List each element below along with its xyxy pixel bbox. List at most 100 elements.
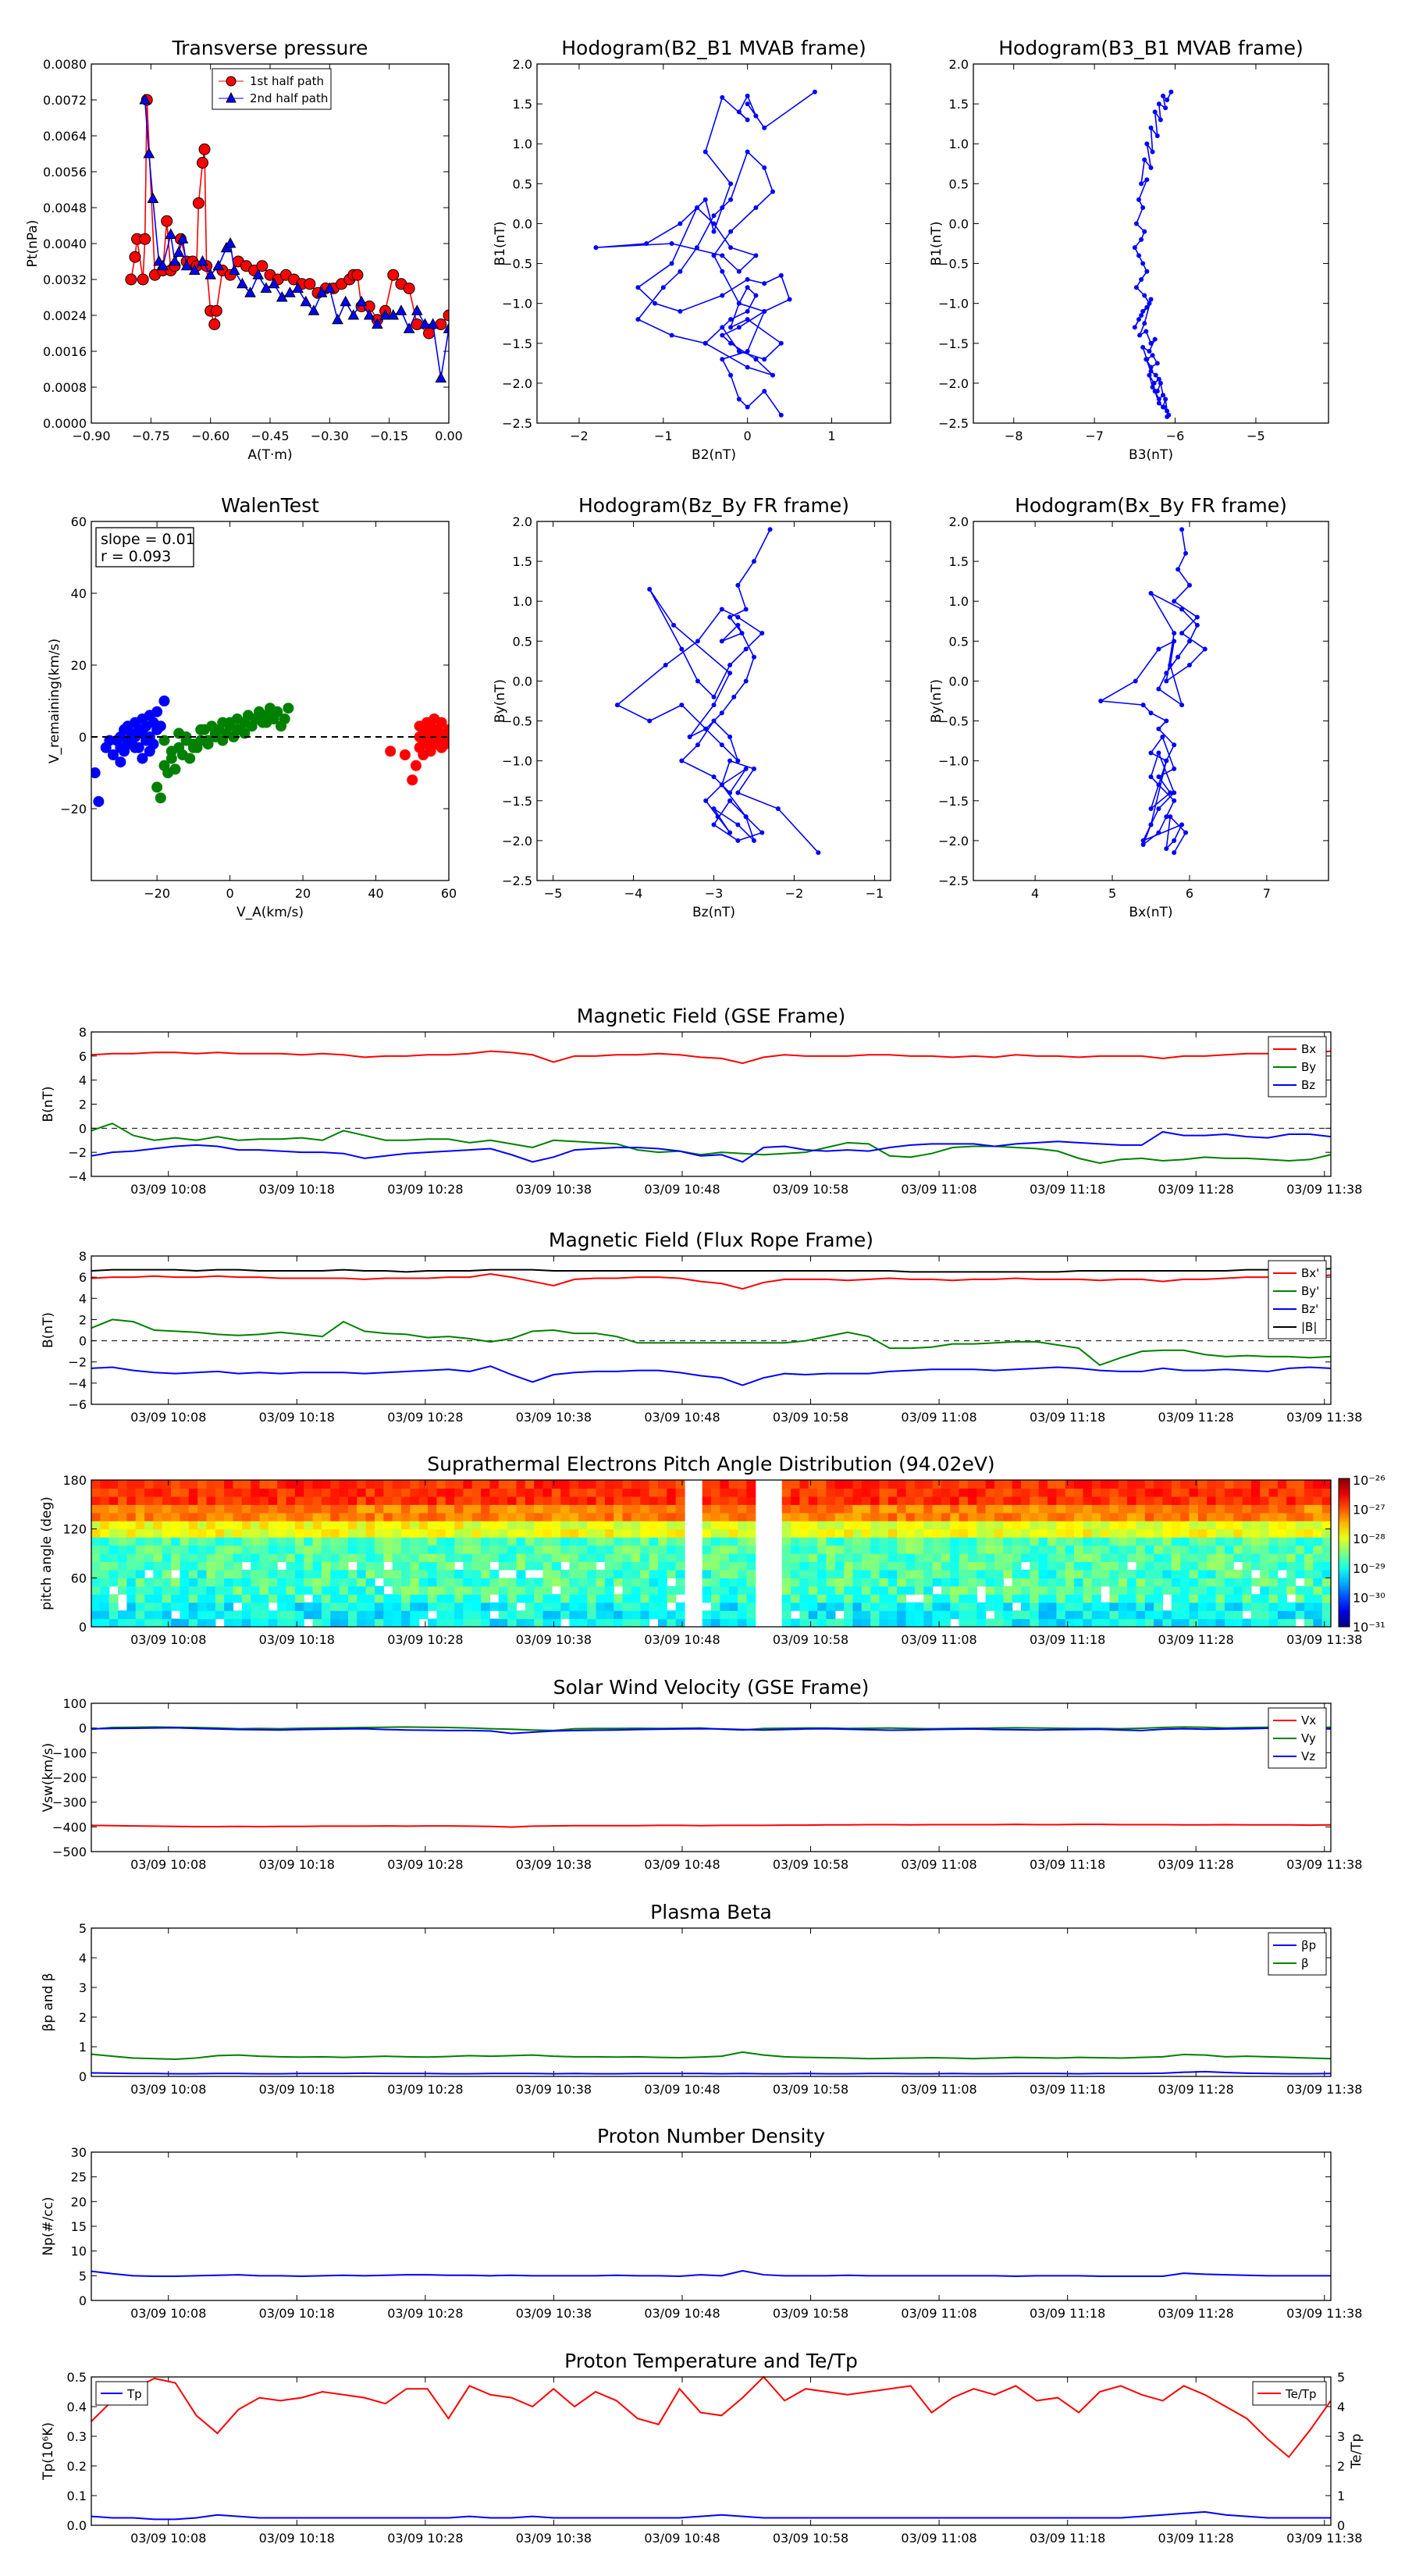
heatmap-cell: [1268, 1602, 1279, 1611]
heatmap-cell: [649, 1553, 659, 1563]
heatmap-cell: [1189, 1610, 1199, 1620]
heatmap-cell: [1215, 1585, 1225, 1595]
y-axis-label: B1(nT): [493, 222, 508, 266]
heatmap-cell: [1038, 1504, 1048, 1514]
data-point: [751, 654, 756, 660]
heatmap-cell: [1021, 1488, 1030, 1497]
data-point: [283, 703, 294, 714]
heatmap-cell: [436, 1480, 446, 1489]
heatmap-cell: [870, 1602, 880, 1611]
heatmap-cell: [746, 1585, 756, 1595]
y-tick-label: 0.5: [513, 176, 532, 191]
data-point: [1156, 726, 1161, 731]
heatmap-cell: [1118, 1553, 1128, 1563]
heatmap-cell: [905, 1545, 916, 1554]
heatmap-cell: [587, 1618, 597, 1628]
heatmap-cell: [887, 1504, 898, 1514]
heatmap-cell: [640, 1553, 650, 1563]
data-point: [443, 724, 449, 735]
heatmap-cell: [1250, 1496, 1261, 1505]
heatmap-cell: [817, 1545, 827, 1554]
heatmap-cell: [941, 1528, 951, 1538]
heatmap-cell: [587, 1569, 597, 1578]
heatmap-cell: [1065, 1545, 1075, 1554]
data-point: [711, 822, 717, 827]
heatmap-cell: [1277, 1610, 1287, 1620]
data-point: [778, 272, 784, 278]
data-point: [385, 745, 397, 757]
heatmap-cell: [746, 1610, 756, 1620]
heatmap-cell: [321, 1618, 331, 1628]
plot-frame: [91, 2376, 1332, 2526]
data-point: [762, 389, 767, 394]
heatmap-cell: [720, 1488, 730, 1497]
heatmap-cell: [534, 1496, 544, 1505]
heatmap-cell: [923, 1610, 934, 1620]
x-tick-label: 03/09 11:38: [1286, 1857, 1362, 1872]
heatmap-cell: [108, 1528, 119, 1538]
heatmap-cell: [976, 1496, 987, 1505]
panel-vsw: Solar Wind Velocity (GSE Frame)−500−400−…: [41, 1676, 1362, 1872]
heatmap-cell: [1091, 1504, 1101, 1514]
heatmap-cell: [887, 1561, 898, 1571]
heatmap-cell: [516, 1553, 526, 1563]
heatmap-cell: [516, 1480, 526, 1489]
heatmap-cell: [967, 1569, 977, 1578]
heatmap-cell: [1083, 1578, 1093, 1587]
y-axis-label: B(nT): [41, 1312, 56, 1348]
heatmap-cell: [587, 1578, 597, 1587]
heatmap-cell: [950, 1594, 960, 1603]
data-point: [711, 221, 717, 226]
heatmap-cell: [304, 1585, 314, 1595]
heatmap-cell: [1154, 1561, 1164, 1571]
heatmap-cell: [967, 1488, 977, 1497]
heatmap-cell: [985, 1480, 995, 1489]
heatmap-cell: [401, 1480, 411, 1489]
heatmap-cell: [702, 1561, 712, 1571]
heatmap-cell: [224, 1488, 234, 1497]
heatmap-cell: [976, 1553, 987, 1563]
data-point: [745, 404, 750, 410]
heatmap-cell: [852, 1496, 863, 1505]
heatmap-cell: [596, 1585, 606, 1595]
y-tick-label: 0.5: [949, 634, 969, 649]
heatmap-cell: [1250, 1561, 1261, 1571]
heatmap-cell: [188, 1512, 198, 1521]
heatmap-cell: [357, 1480, 367, 1489]
heatmap-cell: [224, 1561, 234, 1571]
heatmap-cell: [897, 1480, 907, 1489]
heatmap-cell: [1109, 1585, 1119, 1595]
data-point: [702, 149, 708, 155]
heatmap-cell: [1321, 1504, 1332, 1514]
heatmap-cell: [1304, 1521, 1314, 1530]
colorbar-tick-label: 10⁻²⁶: [1353, 1473, 1385, 1488]
heatmap-cell: [604, 1585, 614, 1595]
heatmap-cell: [418, 1480, 429, 1489]
data-point: [678, 269, 683, 274]
heatmap-cell: [1154, 1602, 1164, 1611]
heatmap-cell: [481, 1512, 491, 1521]
data-point: [1172, 790, 1177, 795]
heatmap-cell: [914, 1618, 924, 1628]
heatmap-cell: [1277, 1585, 1287, 1595]
heatmap-cell: [144, 1545, 154, 1554]
heatmap-cell: [100, 1512, 110, 1521]
heatmap-cell: [1260, 1545, 1270, 1554]
heatmap-cell: [631, 1561, 641, 1571]
heatmap-cell: [1083, 1496, 1093, 1505]
heatmap-cell: [259, 1594, 269, 1603]
heatmap-cell: [1091, 1537, 1101, 1546]
data-point: [208, 318, 221, 330]
heatmap-cell: [1250, 1504, 1261, 1514]
x-tick-label: 03/09 10:48: [644, 1632, 720, 1647]
heatmap-cell: [481, 1594, 491, 1603]
heatmap-cell: [1065, 1618, 1075, 1628]
heatmap-cell: [1091, 1618, 1101, 1628]
heatmap-cell: [657, 1496, 667, 1505]
heatmap-cell: [180, 1553, 190, 1563]
heatmap-cell: [1304, 1585, 1314, 1595]
heatmap-cell: [1127, 1610, 1137, 1620]
data-point: [1147, 349, 1152, 354]
heatmap-cell: [614, 1537, 624, 1546]
data-point: [210, 304, 222, 317]
